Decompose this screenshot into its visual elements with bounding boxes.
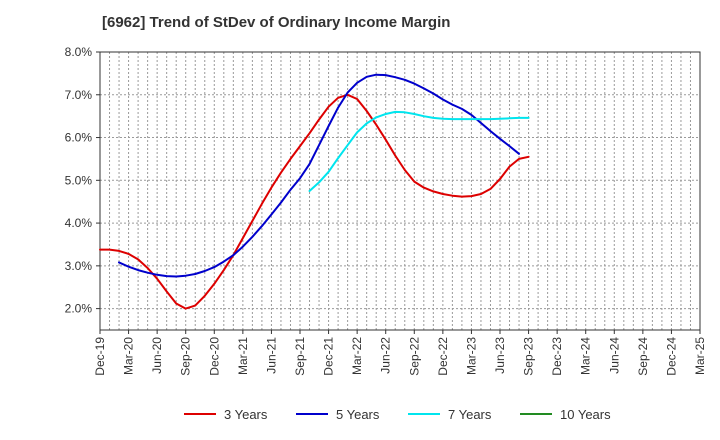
x-tick-label: Mar-23: [464, 337, 478, 375]
x-tick-label: Sep-22: [407, 337, 421, 376]
x-tick-label: Mar-24: [579, 337, 593, 375]
legend-label-7-years: 7 Years: [448, 407, 492, 422]
plot-area-border: [99, 51, 701, 331]
legend-label-10-years: 10 Years: [560, 407, 611, 422]
x-tick-label: Jun-21: [264, 337, 278, 374]
plot-area-background: [100, 52, 700, 330]
series-line-5-years: [118, 73, 520, 278]
x-tick-label: Mar-25: [693, 337, 707, 375]
x-tick-label: Dec-23: [550, 337, 564, 376]
legend-label-5-years: 5 Years: [336, 407, 380, 422]
x-tick-label: Jun-22: [379, 337, 393, 374]
x-tick-label: Sep-23: [522, 337, 536, 376]
x-tick-label: Dec-20: [207, 337, 221, 376]
series-line-3-years: [99, 93, 530, 310]
legend: 3 Years 5 Years 7 Years 10 Years: [184, 407, 611, 422]
x-tick-label: Jun-24: [607, 337, 621, 374]
y-tick-label: 2.0%: [65, 302, 93, 316]
y-tick-label: 6.0%: [65, 131, 93, 145]
chart-title: [6962] Trend of StDev of Ordinary Income…: [102, 14, 451, 31]
legend-label-3-years: 3 Years: [224, 407, 268, 422]
x-tick-label: Mar-21: [236, 337, 250, 375]
x-tick-label: Jun-23: [493, 337, 507, 374]
y-tick-label: 7.0%: [65, 88, 93, 102]
x-tick-label: Sep-24: [636, 337, 650, 376]
x-tick-label: Dec-19: [93, 337, 107, 376]
x-tick-label: Sep-21: [293, 337, 307, 376]
x-tick-label: Jun-20: [150, 337, 164, 374]
x-tick-label: Dec-21: [322, 337, 336, 376]
y-tick-label: 3.0%: [65, 259, 93, 273]
x-axis-ticks: Dec-19 Mar-20 Jun-20 Sep-20 Dec-20 Mar-21 Jun-…: [93, 330, 707, 376]
y-tick-label: 5.0%: [65, 173, 93, 187]
y-axis-ticks: 2.0% 3.0% 4.0% 5.0% 6.0% 7.0% 8.0%: [65, 45, 100, 316]
y-tick-label: 4.0%: [65, 216, 93, 230]
x-tick-label: Mar-20: [122, 337, 136, 375]
series-lines: [99, 73, 530, 310]
series-line-7-years: [308, 110, 530, 192]
x-tick-label: Sep-20: [179, 337, 193, 376]
x-tick-label: Dec-24: [664, 337, 678, 376]
y-tick-label: 8.0%: [65, 45, 93, 59]
x-tick-label: Mar-22: [350, 337, 364, 375]
x-tick-label: Dec-22: [436, 337, 450, 376]
